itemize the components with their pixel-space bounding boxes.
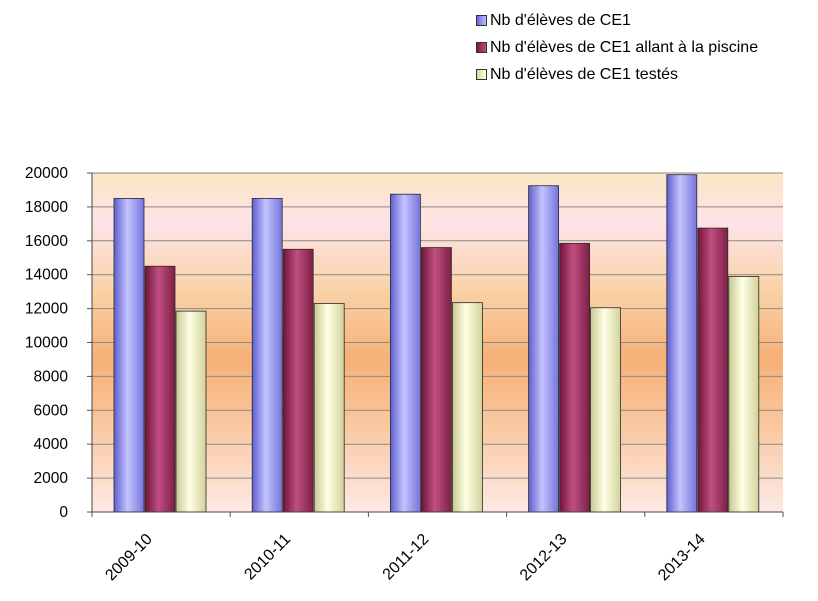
bar-series-2-2010-11 <box>313 303 345 513</box>
y-tick-label: 12000 <box>25 301 68 318</box>
bar-series-1-2011-12 <box>420 247 452 513</box>
legend-label-eleves-ce1: Nb d'élèves de CE1 <box>490 11 631 29</box>
legend-item-eleves-ce1: Nb d'élèves de CE1 <box>476 7 758 34</box>
legend-swatch-eleves-ce1 <box>476 15 487 26</box>
bars <box>113 174 760 513</box>
legend-swatch-eleves-testes <box>476 69 487 80</box>
y-tick-label: 16000 <box>25 233 68 250</box>
legend-item-eleves-piscine: Nb d'élèves de CE1 allant à la piscine <box>476 34 758 61</box>
bar-series-0-2013-14 <box>666 174 698 513</box>
bar-series-1-2009-10 <box>144 265 176 513</box>
bar-series-2-2009-10 <box>175 310 207 513</box>
y-tick-label: 2000 <box>34 470 69 487</box>
bar-series-2-2011-12 <box>451 302 483 513</box>
x-tick-label: 2011-12 <box>380 531 433 584</box>
bar-series-1-2012-13 <box>559 242 590 513</box>
bar-series-2-2012-13 <box>590 307 621 513</box>
x-tick-label: 2013-14 <box>655 531 709 585</box>
bar-series-1-2010-11 <box>282 248 314 513</box>
bar-series-0-2012-13 <box>528 185 559 513</box>
y-tick-label: 10000 <box>25 335 68 352</box>
bar-series-2-2013-14 <box>728 275 760 513</box>
legend: Nb d'élèves de CE1 Nb d'élèves de CE1 al… <box>476 7 758 88</box>
y-tick-label: 18000 <box>25 199 68 216</box>
bar-series-0-2011-12 <box>389 193 421 513</box>
x-tick-labels: 2009-10 2010-11 2011-12 2012-13 2013-14 <box>102 531 708 585</box>
axes <box>87 172 784 517</box>
bar-series-0-2009-10 <box>113 198 145 513</box>
bar-series-0-2010-11 <box>251 198 283 513</box>
x-tick-label: 2010-11 <box>241 531 294 584</box>
y-tick-label: 8000 <box>34 368 69 385</box>
bar-series-1-2013-14 <box>697 227 729 513</box>
legend-label-eleves-testes: Nb d'élèves de CE1 testés <box>490 65 679 83</box>
y-tick-label: 14000 <box>25 267 68 284</box>
y-tick-label: 20000 <box>25 165 68 182</box>
x-tick-label: 2009-10 <box>102 531 156 585</box>
legend-item-eleves-testes: Nb d'élèves de CE1 testés <box>476 61 758 88</box>
y-tick-labels: 0 2000 4000 6000 8000 10000 12000 14000 16000 180… <box>25 165 68 521</box>
x-tick-label: 2012-13 <box>517 531 571 585</box>
legend-label-eleves-piscine: Nb d'élèves de CE1 allant à la piscine <box>490 38 759 56</box>
y-tick-label: 0 <box>59 504 68 521</box>
legend-swatch-eleves-piscine <box>476 42 487 53</box>
y-tick-label: 6000 <box>34 402 69 419</box>
y-tick-label: 4000 <box>34 436 69 453</box>
